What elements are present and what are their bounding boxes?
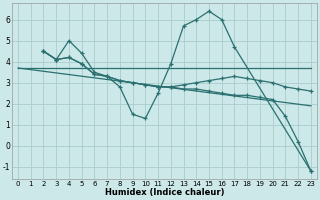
X-axis label: Humidex (Indice chaleur): Humidex (Indice chaleur) <box>105 188 224 197</box>
